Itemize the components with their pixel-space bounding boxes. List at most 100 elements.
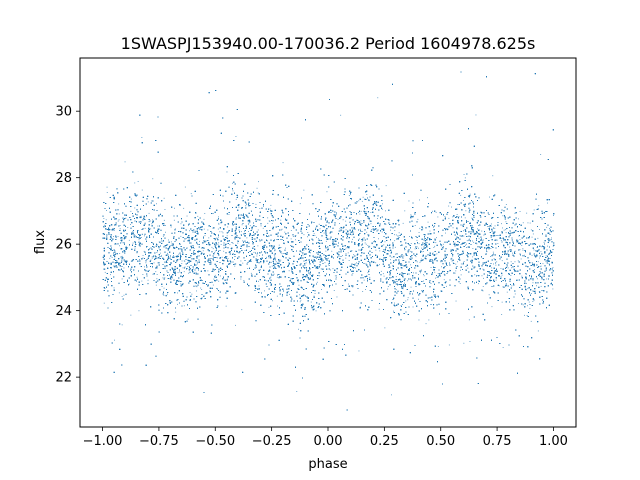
data-point — [237, 242, 239, 244]
data-point — [387, 288, 389, 290]
data-point — [419, 261, 421, 263]
data-point — [217, 228, 219, 230]
data-point — [130, 198, 132, 200]
data-point — [382, 203, 383, 205]
data-point — [231, 229, 233, 231]
data-point — [481, 239, 483, 241]
data-point — [458, 216, 460, 218]
data-point — [195, 230, 197, 232]
data-point — [482, 239, 484, 241]
data-point — [527, 288, 529, 290]
data-point — [288, 257, 290, 259]
data-point — [188, 272, 190, 274]
data-point — [521, 275, 523, 277]
data-point — [550, 239, 552, 240]
data-point — [352, 238, 353, 240]
data-point — [326, 191, 328, 193]
data-point — [360, 210, 362, 212]
data-point — [203, 238, 204, 239]
data-point — [395, 283, 397, 285]
data-point — [404, 249, 406, 250]
data-point — [237, 240, 239, 241]
data-point — [219, 231, 221, 233]
data-point — [308, 235, 310, 236]
data-point — [518, 218, 519, 220]
data-point — [541, 246, 543, 248]
data-point — [104, 288, 106, 289]
data-point — [444, 217, 446, 218]
data-point — [290, 238, 292, 240]
data-point — [183, 207, 185, 209]
data-point — [503, 229, 505, 231]
data-point — [284, 231, 286, 233]
data-point — [437, 346, 439, 347]
data-point — [156, 274, 158, 275]
data-point — [355, 267, 356, 269]
data-point — [246, 204, 248, 205]
data-point — [552, 245, 554, 247]
data-point — [303, 249, 305, 251]
data-point — [177, 292, 178, 294]
data-point — [173, 219, 175, 221]
data-point — [537, 330, 539, 332]
data-point — [390, 277, 392, 279]
data-point — [381, 231, 383, 233]
data-point — [144, 216, 146, 218]
data-point — [328, 264, 329, 266]
data-point — [398, 232, 400, 234]
data-point — [107, 280, 108, 282]
data-point — [384, 241, 386, 243]
data-point — [465, 210, 467, 212]
data-point — [524, 250, 526, 251]
data-point — [533, 209, 535, 211]
data-point — [451, 257, 453, 259]
data-point — [188, 223, 190, 225]
data-point — [416, 239, 418, 241]
data-point — [529, 222, 531, 224]
data-point — [235, 136, 237, 137]
data-point — [497, 243, 499, 244]
data-point — [325, 250, 327, 252]
data-point — [167, 249, 169, 251]
data-point — [320, 268, 322, 270]
data-point — [501, 260, 503, 262]
data-point — [315, 310, 317, 312]
data-point — [499, 255, 500, 257]
data-point — [242, 240, 244, 242]
data-point — [271, 265, 273, 267]
data-point — [466, 243, 467, 245]
data-point — [218, 223, 220, 225]
data-point — [126, 247, 128, 249]
data-point — [536, 247, 538, 248]
data-point — [351, 250, 353, 252]
data-point — [472, 265, 474, 267]
data-point — [272, 300, 273, 302]
data-point — [381, 208, 383, 210]
data-point — [422, 228, 424, 230]
data-point — [262, 227, 264, 229]
data-point — [103, 218, 105, 219]
data-point — [230, 251, 231, 253]
data-point — [362, 196, 364, 198]
data-point — [273, 265, 275, 267]
data-point — [150, 228, 152, 230]
data-point — [141, 216, 142, 218]
data-point — [364, 242, 366, 244]
data-point — [107, 267, 109, 269]
data-point — [402, 288, 404, 290]
data-point — [112, 228, 113, 230]
data-point — [458, 222, 460, 224]
chart-title: 1SWASPJ153940.00-170036.2 Period 1604978… — [121, 34, 536, 53]
data-point — [519, 211, 521, 212]
data-point — [552, 288, 554, 290]
data-point — [460, 246, 461, 248]
data-point — [134, 182, 136, 184]
data-point — [290, 230, 292, 231]
data-point — [212, 284, 214, 286]
data-point — [464, 177, 466, 179]
data-point — [313, 295, 315, 297]
data-point — [271, 223, 273, 224]
data-point — [329, 265, 330, 266]
data-point — [371, 260, 372, 262]
data-point — [385, 210, 386, 212]
